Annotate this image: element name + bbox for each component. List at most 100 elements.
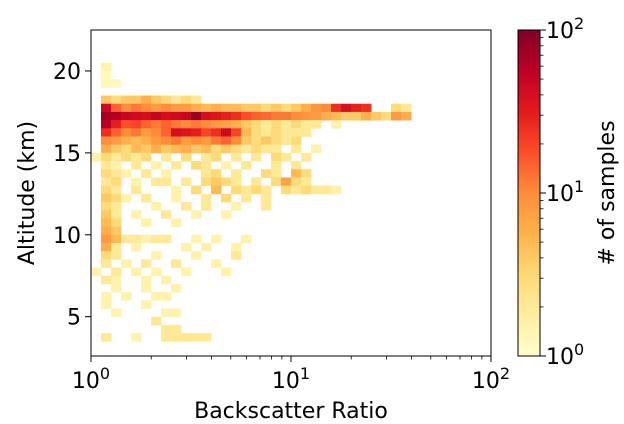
heatmap-cell	[101, 70, 112, 80]
heatmap-cell	[291, 111, 302, 121]
heatmap-cell	[281, 111, 292, 121]
x-tick-label: 101	[272, 364, 310, 394]
heatmap-cell	[141, 275, 152, 285]
heatmap-cell	[101, 185, 112, 195]
heatmap-cell	[111, 226, 122, 236]
heatmap-cell	[201, 169, 212, 178]
heatmap-cell	[181, 136, 192, 146]
heatmap-cell	[291, 169, 302, 178]
heatmap-cell	[161, 95, 172, 105]
heatmap-cell	[301, 152, 312, 162]
heatmap-cell	[231, 103, 242, 113]
heatmap-cell	[161, 128, 172, 137]
heatmap-cell	[241, 128, 252, 137]
heatmap-cell	[181, 333, 192, 342]
heatmap-cell	[251, 136, 262, 146]
heatmap-cell	[291, 120, 302, 129]
heatmap-cell	[191, 128, 202, 137]
heatmap-cell	[111, 120, 122, 129]
heatmap-cell	[101, 259, 112, 268]
heatmap-cell	[151, 267, 162, 277]
heatmap-cell	[171, 218, 182, 227]
heatmap-cell	[121, 259, 132, 268]
heatmap-cell	[241, 193, 252, 203]
heatmap-cell	[271, 177, 282, 187]
heatmap-cell	[161, 169, 172, 178]
heatmap-cell	[191, 136, 202, 146]
heatmap-cell	[121, 128, 132, 137]
heatmap-cell	[101, 292, 112, 301]
heatmap-cell	[181, 111, 192, 121]
heatmap-cell	[251, 120, 262, 129]
heatmap-cell	[131, 267, 142, 277]
heatmap-cell	[171, 193, 182, 203]
heatmap-cell	[131, 185, 142, 195]
heatmap-cell	[121, 193, 132, 203]
heatmap-cell	[281, 152, 292, 162]
heatmap-cell	[331, 111, 342, 121]
heatmap-cell	[131, 210, 142, 219]
heatmap-cell	[241, 161, 252, 170]
heatmap-cell	[201, 152, 212, 162]
heatmap-cell	[181, 242, 192, 252]
heatmap-cell	[171, 308, 182, 318]
heatmap-cell	[111, 95, 122, 105]
heatmap-cell	[141, 144, 152, 154]
heatmap-cell	[101, 152, 112, 162]
heatmap-cell	[101, 210, 112, 219]
heatmap-cell	[161, 324, 172, 334]
heatmap-cell	[221, 111, 232, 121]
heatmap-cell	[211, 120, 222, 129]
heatmap-cell	[101, 242, 112, 252]
heatmap-cell	[91, 152, 102, 162]
heatmap-cell	[211, 185, 222, 195]
heatmap-cell	[221, 210, 232, 219]
heatmap-cell	[131, 234, 142, 244]
heatmap-cell	[151, 120, 162, 129]
heatmap-cell	[231, 169, 242, 178]
heatmap-cell	[151, 292, 162, 301]
heatmap-cell	[111, 128, 122, 137]
heatmap-cell	[261, 193, 272, 203]
heatmap-cell	[131, 120, 142, 129]
heatmap-cell	[191, 95, 202, 105]
heatmap-cell	[181, 95, 192, 105]
heatmap-cell	[111, 267, 122, 277]
heatmap-cell	[101, 300, 112, 309]
heatmap-cell	[231, 128, 242, 137]
heatmap-cell	[261, 111, 272, 121]
heatmap-cell	[111, 144, 122, 154]
heatmap-cell	[131, 136, 142, 146]
heatmap-cell	[191, 111, 202, 121]
heatmap-cell	[181, 202, 192, 211]
heatmap-cell	[221, 267, 232, 277]
heatmap-cell	[141, 193, 152, 203]
heatmap-cell	[201, 161, 212, 170]
heatmap-cell	[261, 103, 272, 113]
heatmap-cell	[301, 120, 312, 129]
heatmap-cell	[111, 308, 122, 318]
heatmap-cell	[111, 275, 122, 285]
heatmap-cell	[261, 202, 272, 211]
heatmap-cell	[181, 152, 192, 162]
heatmap-cell	[121, 144, 132, 154]
heatmap-cell	[301, 185, 312, 195]
heatmap-cell	[101, 275, 112, 285]
heatmap-cell	[161, 234, 172, 244]
heatmap-cell	[161, 308, 172, 318]
heatmap-cell	[231, 120, 242, 129]
heatmap-cell	[101, 161, 112, 170]
heatmap-cell	[101, 144, 112, 154]
heatmap-cell	[221, 193, 232, 203]
heatmap-cell	[151, 144, 162, 154]
heatmap-cell	[121, 169, 132, 178]
heatmap-cell	[351, 103, 362, 113]
heatmap-cell	[101, 218, 112, 227]
heatmap-cell	[221, 128, 232, 137]
heatmap-cell	[291, 177, 302, 187]
heatmap-cell	[111, 283, 122, 293]
heatmap-cell	[341, 103, 352, 113]
heatmap-cell	[221, 177, 232, 187]
heatmap-cell	[191, 210, 202, 219]
